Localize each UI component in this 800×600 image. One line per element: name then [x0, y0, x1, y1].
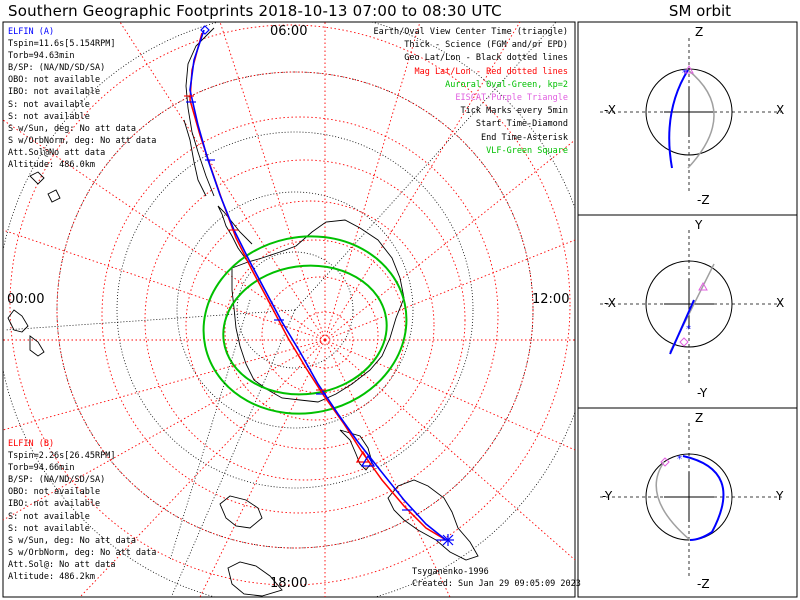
panel3-bottom-label: -Z [697, 577, 710, 591]
elfin-a-orbnorm: S w/OrbNorm, deg: No att data [8, 135, 157, 146]
elfin-a-torb: Torb=94.63min [8, 51, 75, 62]
orbit-projection [655, 461, 691, 541]
panel1-bottom-label: -Z [697, 193, 710, 207]
auroral-oval [202, 235, 408, 415]
sm-orbit-title: SM orbit [668, 2, 732, 20]
track-ticks-b [184, 95, 326, 391]
antarctic-peninsula-coastline [217, 205, 253, 263]
legend-item: Start Time-Diamond [475, 119, 568, 130]
panel2-top-label: Y [695, 218, 703, 232]
map-frame [2, 21, 576, 598]
elfin-a-altitude: Altitude: 486.0km [8, 160, 95, 171]
earth-outline [645, 260, 733, 348]
elfin-b-attsol: Att.Sol@: No att data [8, 559, 116, 570]
legend-item: End Time-Asterisk [481, 132, 568, 143]
chart-title: Southern Geographic Footprints 2018-10-1… [8, 2, 502, 20]
legend-item: VLF-Green Square [486, 145, 568, 156]
elfin-b-altitude: Altitude: 486.2km [8, 572, 95, 583]
created-label: Created: Sun Jan 29 09:05:09 2023 [412, 579, 581, 589]
svg-text:*: * [682, 68, 687, 79]
south-georgia-coastline [339, 429, 373, 471]
mag-grid [3, 22, 575, 597]
model-label: Tsyganenko-1996 [412, 567, 489, 577]
legend-item: Earth/Oval View Center Time (triangle) [373, 27, 568, 37]
orbit-projection-science [668, 69, 689, 169]
hour-label-top: 06:00 [270, 24, 308, 39]
elfin-b-bsp: B/SP: (NA/ND/SD/SA) [8, 475, 106, 486]
geo-lon-grid [4, 22, 557, 597]
panel1-top-label: Z [695, 25, 704, 39]
elfin-a-s2: S: not available [8, 111, 90, 122]
hour-label-left: 00:00 [7, 292, 45, 307]
elfin-b-ibo: IBO: not available [8, 499, 101, 510]
panel2-bottom-label: -Y [697, 386, 708, 400]
legend-item: EISCAT-Purple Triangle [455, 93, 568, 104]
panel3-top-label: Z [695, 411, 704, 425]
elfin-b-s2: S: not available [8, 523, 90, 534]
orbit-projection [687, 69, 715, 169]
elfin-a-ibo: IBO: not available [8, 87, 101, 98]
track-ticks [186, 101, 446, 541]
elfin-a-sun: S w/Sun, deg: No att data [8, 123, 136, 134]
elfin-a-start-diamond [200, 25, 210, 35]
antarctica-coastline [231, 219, 405, 403]
elfin-a-end-asterisk [442, 534, 454, 546]
elfin-b-s1: S: not available [8, 511, 90, 522]
legend: Earth/Oval View Center Time (triangle) T… [374, 26, 568, 158]
hour-label-bottom: 18:00 [270, 576, 308, 591]
panel1-right-label: X [776, 103, 785, 117]
sm-panel-frame [577, 21, 798, 598]
hour-label-right: 12:00 [532, 292, 570, 307]
legend-item: Geo Lat/Lon - Black dotted lines [404, 53, 568, 64]
panel2-right-label: X [776, 296, 785, 310]
elfin-b-sun: S w/Sun, deg: No att data [8, 535, 136, 546]
orbit-projection-science [669, 299, 695, 355]
sm-panel-xz: * [600, 38, 782, 194]
south-america-coastline [183, 27, 215, 197]
panel3-right-label: Y [776, 489, 784, 503]
elfin-b-tspin: Tspin=2.26s[26.45RPM] [8, 451, 116, 462]
elfin-a-obo: OBO: not available [8, 75, 101, 86]
elfin-a-bsp: B/SP: (NA/ND/SD/SA) [8, 63, 106, 74]
legend-item: Thick - Science (FGM and/or EPD) [404, 40, 568, 51]
sm-panel-yz: * [600, 423, 782, 579]
legend-item: Mag Lat/Lon - Red dotted lines [414, 66, 568, 77]
elfin-a-s1: S: not available [8, 99, 90, 110]
australia-coastline [219, 495, 283, 597]
earth-outline [645, 68, 733, 156]
island-coastline [29, 171, 61, 203]
panel2-left-label: -X [604, 296, 616, 310]
elfin-b-torb: Torb=94.66min [8, 463, 75, 474]
elfin-a-view-triangle [360, 454, 376, 467]
elfin-b-info: ELFIN (B) Tspin=2.26s[26.45RPM] Torb=94.… [8, 438, 156, 583]
sm-panel-xy: * [600, 230, 782, 386]
elfin-b-title: ELFIN (B) [8, 439, 55, 449]
legend-item: Auroral Oval-Green, kp=2 [445, 79, 568, 90]
elfin-b-track [189, 32, 447, 541]
elfin-a-track [189, 29, 447, 541]
svg-text:*: * [677, 454, 682, 465]
panel1-left-label: -X [604, 103, 616, 117]
orbit-projection-science [682, 455, 725, 541]
panel3-left-label: -Y [602, 489, 613, 503]
elfin-a-attsol: Att.Sol@No att data [8, 147, 106, 158]
elfin-a-title: ELFIN (A) [8, 27, 55, 37]
elfin-a-tspin: Tspin=11.6s[5.154RPM] [8, 39, 116, 50]
elfin-b-obo: OBO: not available [8, 487, 101, 498]
svg-text:*: * [686, 324, 691, 335]
elfin-b-view-triangle [355, 450, 371, 463]
elfin-b-orbnorm: S w/OrbNorm, deg: No att data [8, 547, 157, 558]
elfin-a-info: ELFIN (A) Tspin=11.6s[5.154RPM] Torb=94.… [8, 26, 156, 171]
africa-coastline [387, 479, 479, 561]
new-zealand-coastline [7, 309, 45, 357]
legend-item: Tick Marks every 5min [460, 106, 568, 117]
